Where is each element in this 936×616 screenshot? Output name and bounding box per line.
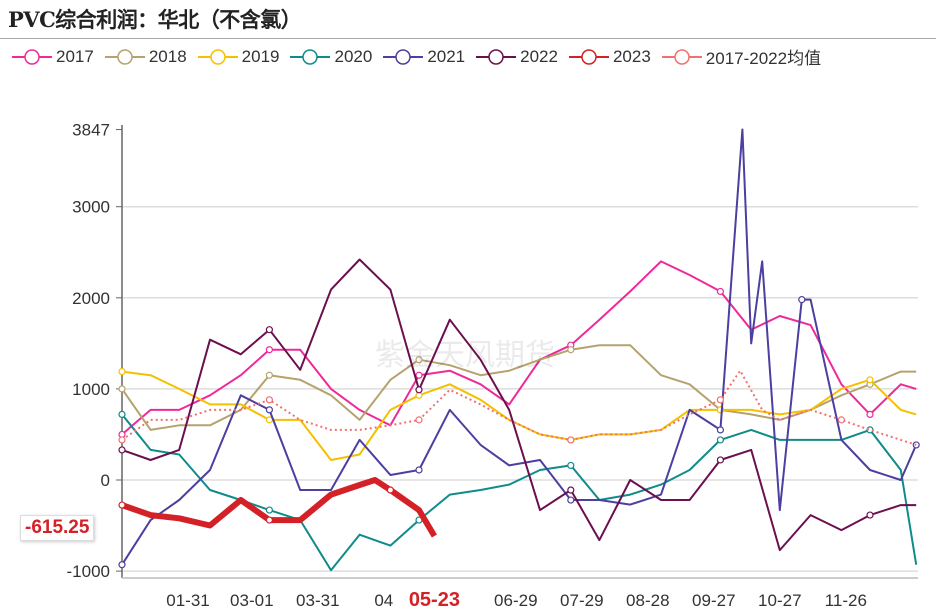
x-tick-label: 08-28 <box>626 591 669 610</box>
legend-marker-icon <box>12 48 52 65</box>
legend-item-2023[interactable]: 2023 <box>568 44 651 69</box>
series-line-2019 <box>121 370 917 461</box>
data-point-2023 <box>386 486 394 494</box>
watermark: 紫金天风期货 <box>375 338 555 373</box>
x-tick-label: 04 <box>374 591 393 610</box>
data-point-2019 <box>866 376 874 384</box>
data-point-2022 <box>118 446 126 454</box>
legend-label: 2017-2022均值 <box>705 49 822 68</box>
legend-label: 2021 <box>427 46 466 66</box>
legend-label: 2018 <box>148 46 187 66</box>
data-point-2021 <box>567 496 575 504</box>
chart-title: PVC综合利润：华北（不含氯） <box>8 7 302 32</box>
legend-item-2018[interactable]: 2018 <box>104 44 187 69</box>
data-point-2018 <box>567 346 575 354</box>
data-point-2017-2022均值 <box>716 396 725 404</box>
legend-label: 2017 <box>56 46 94 66</box>
data-point-2022 <box>265 326 273 334</box>
legend-marker-icon <box>197 48 238 65</box>
data-point-2022 <box>567 486 575 494</box>
data-point-2020 <box>567 461 575 470</box>
x-tick-label: 10-27 <box>758 591 801 610</box>
y-tick-label: -1000 <box>67 562 110 581</box>
data-point-2019 <box>118 367 126 376</box>
data-point-2021 <box>118 561 126 569</box>
data-point-2020 <box>118 410 126 419</box>
y-tick-label: 3000 <box>72 198 110 217</box>
data-point-2021 <box>265 406 273 414</box>
x-tick-label: 01-31 <box>166 591 209 610</box>
data-point-2023 <box>118 501 126 509</box>
x-tick-label: 05-23 <box>409 589 460 611</box>
x-tick-label: 07-29 <box>560 591 603 610</box>
legend-marker-icon <box>383 48 424 65</box>
y-tick-label: 0 <box>101 471 110 490</box>
series-line-2020 <box>121 413 918 572</box>
y-tick-label: 1000 <box>72 380 110 399</box>
series-line-2022 <box>121 258 917 552</box>
legend-item-2017-2022均值[interactable]: 2017-2022均值 <box>661 44 822 69</box>
legend-item-2022[interactable]: 2022 <box>476 44 558 69</box>
data-point-2017-2022均值 <box>118 436 126 444</box>
data-point-2018 <box>265 371 273 379</box>
data-point-2020 <box>716 436 725 444</box>
x-tick-label: 03-31 <box>296 591 339 610</box>
data-point-2022 <box>415 386 423 394</box>
data-point-2017-2022均值 <box>837 416 846 424</box>
data-point-2021 <box>415 466 423 474</box>
legend-label: 2019 <box>241 46 280 66</box>
legend-label: 2020 <box>334 46 373 66</box>
data-point-2017-2022均值 <box>265 396 273 404</box>
legend-marker-icon <box>476 48 517 65</box>
legend-item-2017[interactable]: 2017 <box>12 44 94 69</box>
legend-item-2021[interactable]: 2021 <box>383 44 465 69</box>
legend-marker-icon <box>104 48 145 65</box>
data-point-2018 <box>415 356 423 364</box>
last-value-label: -615.25 <box>20 515 95 541</box>
legend-label: 2022 <box>520 46 558 66</box>
data-point-2018 <box>118 385 126 393</box>
series-line-2017 <box>121 260 917 436</box>
data-point-2022 <box>716 456 725 464</box>
data-point-2017-2022均值 <box>567 436 575 444</box>
legend: 2017 2018 2019 2020 2021 2022 2023 2017-2022均值 <box>12 44 832 69</box>
legend-marker-icon <box>661 48 702 65</box>
data-point-2021 <box>798 296 806 304</box>
data-point-2017-2022均值 <box>415 416 423 424</box>
data-point-2022 <box>866 511 874 519</box>
data-point-2020 <box>265 506 273 514</box>
series-line-2017-2022均值 <box>121 369 917 446</box>
data-point-2021 <box>912 441 920 449</box>
y-tick-label: 2000 <box>72 289 110 308</box>
legend-item-2020[interactable]: 2020 <box>290 44 372 69</box>
title-divider <box>0 38 936 39</box>
data-point-2017 <box>866 410 874 419</box>
data-point-2023 <box>265 516 273 524</box>
data-point-2017 <box>265 346 273 354</box>
data-point-2017 <box>415 371 423 379</box>
data-point-2017 <box>716 287 725 296</box>
series-line-2018 <box>121 344 917 431</box>
y-tick-label: 3847 <box>72 121 110 140</box>
legend-marker-icon <box>290 48 331 65</box>
x-tick-label: 11-26 <box>825 591 867 610</box>
legend-item-2019[interactable]: 2019 <box>197 44 280 69</box>
data-point-2021 <box>716 426 725 434</box>
x-tick-label: 03-01 <box>230 591 273 610</box>
x-tick-label: 09-27 <box>692 591 735 610</box>
legend-marker-icon <box>568 48 609 65</box>
legend-label: 2023 <box>612 46 651 66</box>
x-tick-label: 06-29 <box>494 591 537 610</box>
